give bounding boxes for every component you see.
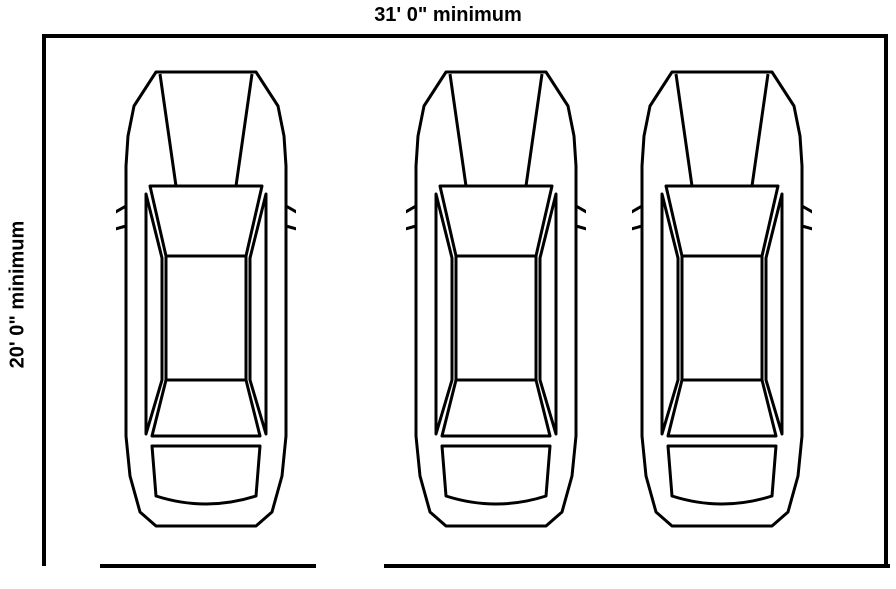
width-dimension-label: 31' 0" minimum [0,4,896,27]
door-sill-line [384,564,890,568]
car-icon [632,66,812,532]
height-dimension-text: 20' 0" minimum [7,221,30,369]
car-icon [116,66,296,532]
car-top-view [632,66,812,536]
door-sill-line [100,564,316,568]
car-top-view [116,66,296,536]
car-top-view [406,66,586,536]
car-icon [406,66,586,532]
garage-outline [42,34,888,566]
height-dimension-label: 20' 0" minimum [4,0,32,589]
width-dimension-text: 31' 0" minimum [374,4,522,26]
